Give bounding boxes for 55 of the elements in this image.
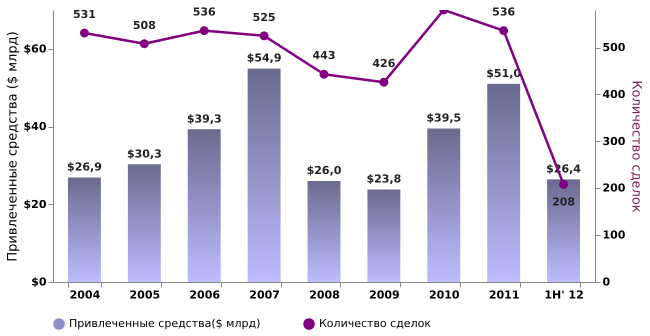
bar [367,190,400,282]
y2-tick-label: 300 [602,134,626,148]
y2-tick-label: 500 [602,41,626,54]
data-label: 525 [252,10,276,24]
bar [128,164,161,282]
data-label: $30,3 [126,147,162,160]
y-tick-label: $40 [24,120,47,134]
legend-label: Привлеченные средства($ млрд) [69,317,260,330]
bar [188,129,221,282]
x-tick-label: 1H' 12 [544,288,584,302]
data-label: $26,9 [67,160,102,174]
y2-tick-label: 0 [602,276,610,288]
bar [427,128,460,282]
bar [487,84,520,282]
point [80,28,89,38]
x-tick-label: 2007 [249,288,280,302]
data-label: 208 [552,195,576,208]
y2-tick-label: 100 [602,228,626,242]
x-tick-label: 2008 [309,288,340,302]
bar [547,179,580,282]
y-tick-label: $60 [24,42,47,56]
y2-axis-title: Количество сделок [628,80,644,213]
data-label: 443 [312,49,336,62]
y-axis-title: Привлеченные средства ($ млрд) [6,31,21,262]
y2-tick-label: 400 [602,88,626,101]
point [140,39,149,48]
x-tick-label: 2009 [369,288,400,302]
y-tick-label: $20 [24,198,47,211]
point [499,26,508,36]
data-label: 536 [492,6,516,19]
x-tick-label: 2004 [70,288,101,302]
point [379,78,388,87]
data-label: 531 [72,8,96,21]
y2-tick-label: 200 [602,182,626,195]
x-tick-label: 2005 [130,288,160,302]
data-label: $39,5 [426,112,462,125]
data-label: $23,8 [366,172,402,186]
x-tick-label: 2011 [488,288,520,302]
bar [248,68,281,282]
point [260,31,269,40]
legend-label: Количество сделок [319,317,432,330]
x-tick-label: 2006 [189,288,220,302]
data-label: 536 [192,6,216,19]
data-label: $26,0 [306,164,342,177]
point [559,180,568,189]
data-label: 508 [132,18,156,32]
data-label: 426 [372,57,396,70]
point [200,26,209,36]
bar [68,177,101,282]
y-tick-label: $0 [31,276,47,288]
data-label: $54,9 [246,52,282,65]
x-tick-label: 2010 [428,288,460,302]
bar [308,180,340,282]
point [320,70,328,79]
data-label: $39,3 [186,112,222,126]
